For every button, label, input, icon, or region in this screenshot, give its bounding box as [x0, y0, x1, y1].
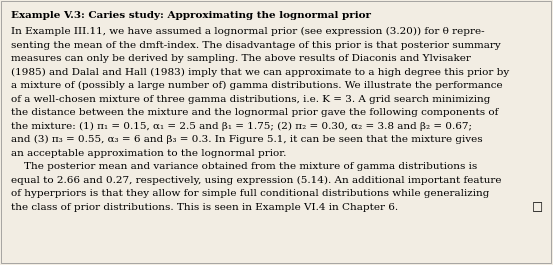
Text: the distance between the mixture and the lognormal prior gave the following comp: the distance between the mixture and the…: [11, 108, 498, 117]
Text: a mixture of (possibly a large number of) gamma distributions. We illustrate the: a mixture of (possibly a large number of…: [11, 81, 503, 90]
Text: the class of prior distributions. This is seen in Example VI.4 in Chapter 6.: the class of prior distributions. This i…: [11, 203, 398, 212]
Text: (1985) and Dalal and Hall (1983) imply that we can approximate to a high degree : (1985) and Dalal and Hall (1983) imply t…: [11, 68, 509, 77]
Text: Example V.3: Caries study: Approximating the lognormal prior: Example V.3: Caries study: Approximating…: [11, 11, 371, 20]
Text: an acceptable approximation to the lognormal prior.: an acceptable approximation to the logno…: [11, 149, 286, 158]
Text: The posterior mean and variance obtained from the mixture of gamma distributions: The posterior mean and variance obtained…: [11, 162, 477, 171]
Text: In Example III.11, we have assumed a lognormal prior (see expression (3.20)) for: In Example III.11, we have assumed a log…: [11, 27, 484, 36]
Text: senting the mean of the dmft-index. The disadvantage of this prior is that poste: senting the mean of the dmft-index. The …: [11, 41, 501, 50]
Text: of a well-chosen mixture of three gamma distributions, i.e. K = 3. A grid search: of a well-chosen mixture of three gamma …: [11, 95, 491, 104]
Text: measures can only be derived by sampling. The above results of Diaconis and Ylvi: measures can only be derived by sampling…: [11, 54, 471, 63]
Text: equal to 2.66 and 0.27, respectively, using expression (5.14). An additional imp: equal to 2.66 and 0.27, respectively, us…: [11, 176, 502, 185]
Text: □: □: [532, 200, 543, 213]
Text: and (3) π₃ = 0.55, α₃ = 6 and β₃ = 0.3. In Figure 5.1, it can be seen that the m: and (3) π₃ = 0.55, α₃ = 6 and β₃ = 0.3. …: [11, 135, 483, 144]
Text: of hyperpriors is that they allow for simple full conditional distributions whil: of hyperpriors is that they allow for si…: [11, 189, 489, 198]
Text: the mixture: (1) π₁ = 0.15, α₁ = 2.5 and β₁ = 1.75; (2) π₂ = 0.30, α₂ = 3.8 and : the mixture: (1) π₁ = 0.15, α₁ = 2.5 and…: [11, 122, 472, 131]
